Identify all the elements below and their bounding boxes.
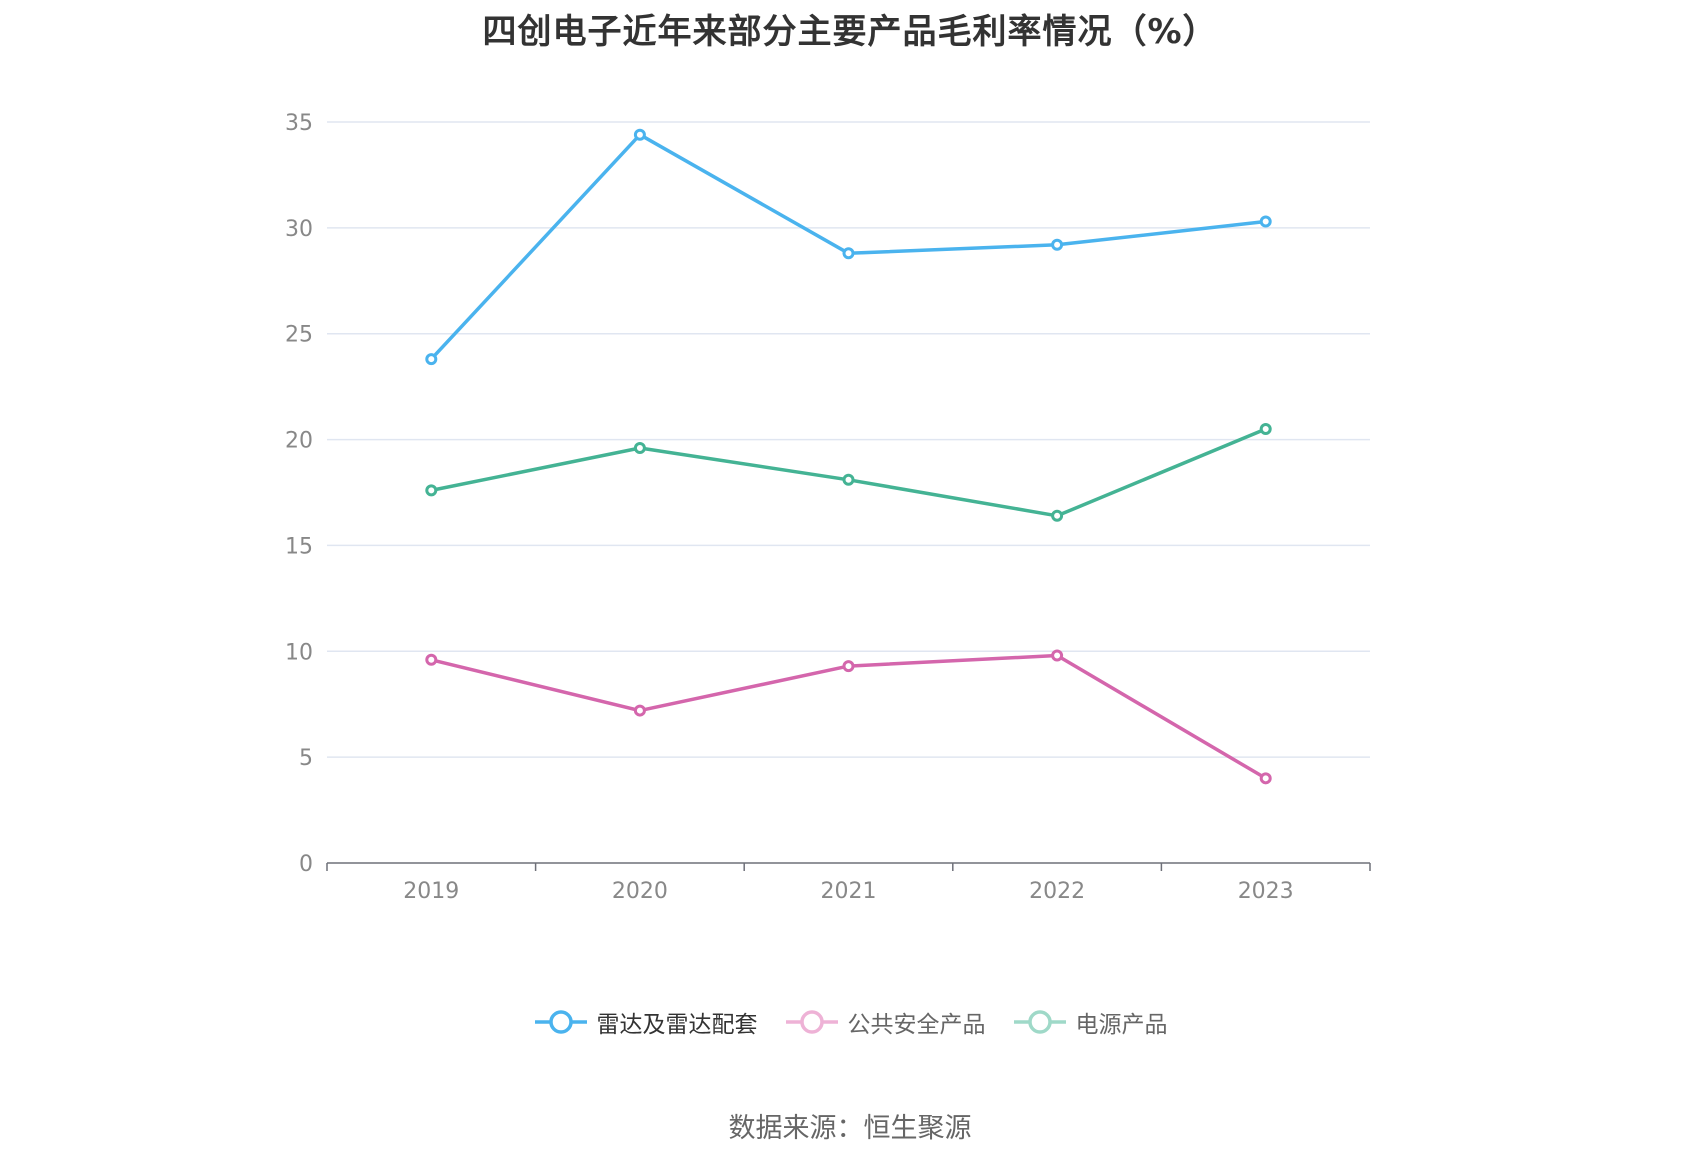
- y-tick-label: 30: [285, 217, 313, 242]
- data-point[interactable]: [425, 353, 438, 366]
- legend: 雷达及雷达配套 公共安全产品 电源产品: [0, 1005, 1700, 1039]
- y-tick-label: 35: [285, 111, 313, 136]
- y-tick-label: 20: [285, 429, 313, 454]
- chart-title: 四创电子近年来部分主要产品毛利率情况（%）: [482, 12, 1218, 52]
- data-point[interactable]: [425, 484, 438, 497]
- data-point[interactable]: [633, 704, 646, 717]
- data-point[interactable]: [842, 247, 855, 260]
- data-point[interactable]: [842, 660, 855, 673]
- legend-line-circle-icon: [1013, 1010, 1066, 1034]
- y-tick-label: 5: [299, 746, 313, 771]
- x-tick-label: 2020: [612, 879, 668, 904]
- data-point[interactable]: [1051, 509, 1064, 522]
- y-tick-label: 15: [285, 534, 313, 559]
- y-tick-label: 25: [285, 323, 313, 348]
- data-point[interactable]: [425, 653, 438, 666]
- data-point[interactable]: [1051, 238, 1064, 251]
- series-0: [425, 128, 1272, 366]
- legend-line-circle-icon: [534, 1010, 587, 1034]
- series-line: [430, 132, 1266, 361]
- data-point[interactable]: [1259, 422, 1272, 435]
- source-note: 数据来源：恒生聚源: [728, 1113, 972, 1144]
- data-point[interactable]: [1259, 772, 1272, 785]
- legend-label: 公共安全产品: [847, 1012, 986, 1038]
- axes: 0 5 10 15 20 25 30 35 2019 2020 2021 2022 2023: [285, 111, 1371, 904]
- series-line: [430, 653, 1267, 780]
- data-point[interactable]: [842, 473, 855, 486]
- series-2: [425, 422, 1272, 522]
- data-point[interactable]: [633, 128, 646, 141]
- series-lines: [425, 128, 1272, 785]
- data-point[interactable]: [1259, 215, 1272, 228]
- x-tick-label: 2022: [1029, 879, 1085, 904]
- legend-line-circle-icon: [785, 1010, 838, 1034]
- series-line: [430, 427, 1267, 518]
- legend-label: 电源产品: [1075, 1012, 1168, 1038]
- legend-label: 雷达及雷达配套: [596, 1012, 758, 1038]
- data-point[interactable]: [633, 442, 646, 455]
- legend-item[interactable]: 雷达及雷达配套: [533, 1005, 758, 1039]
- y-tick-label: 10: [285, 640, 313, 665]
- data-point[interactable]: [1051, 649, 1064, 662]
- x-tick-label: 2019: [403, 879, 459, 904]
- y-tick-label: 0: [299, 852, 313, 877]
- legend-item[interactable]: 电源产品: [1012, 1005, 1168, 1039]
- x-tick-label: 2021: [821, 879, 877, 904]
- x-tick-label: 2023: [1238, 879, 1294, 904]
- legend-item[interactable]: 公共安全产品: [784, 1005, 986, 1039]
- series-1: [425, 649, 1272, 785]
